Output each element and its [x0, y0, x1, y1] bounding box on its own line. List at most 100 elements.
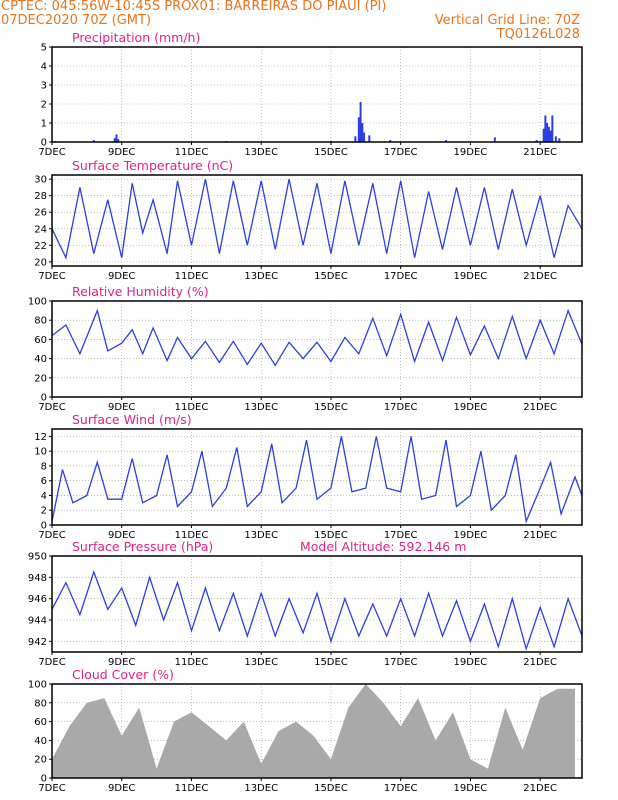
precip-bar [389, 140, 392, 142]
panel-frame [51, 174, 583, 267]
x-tick-label: 15DEC [314, 147, 348, 158]
x-tick-label: 21DEC [523, 657, 557, 668]
x-tick-label: 17DEC [384, 271, 418, 282]
y-tick-label: 2 [41, 100, 47, 111]
y-tick-label: 4 [41, 491, 47, 502]
y-tick-label: 10 [34, 447, 47, 458]
x-tick-label: 11DEC [175, 271, 209, 282]
series-line [51, 308, 583, 367]
panel-5: 942 944 946 948 950 7DEC 9DEC 11DEC 13DEC 15DEC 17… [28, 539, 583, 668]
y-tick-label: 950 [28, 552, 47, 563]
precip-bar [554, 136, 557, 142]
panel-title: Surface Pressure (hPa) [72, 539, 213, 554]
x-tick-label: 11DEC [175, 783, 209, 794]
y-tick-label: 5 [41, 43, 47, 54]
y-tick-label: 60 [34, 335, 47, 346]
panel-1: 0 1 2 3 4 5 7DEC 9DEC 11DEC 13DEC 15DEC 17DEC 19DEC 2… [38, 30, 583, 158]
x-tick-label: 17DEC [384, 147, 418, 158]
precip-bar [368, 135, 371, 142]
header-line1: CPTEC: 045:56W-10:45S PROX01: BARREIRAS … [1, 0, 387, 14]
y-tick-label: 20 [34, 257, 47, 268]
precip-bar [361, 123, 364, 142]
y-tick-label: 8 [41, 461, 47, 472]
panel-frame [51, 555, 583, 653]
precip-bar [354, 136, 357, 142]
x-tick-label: 19DEC [454, 657, 488, 668]
x-tick-label: 9DEC [108, 271, 135, 282]
x-tick-label: 21DEC [523, 402, 557, 413]
y-tick-label: 24 [34, 224, 47, 235]
panel-frame [51, 46, 583, 143]
y-tick-label: 944 [28, 616, 47, 627]
y-tick-label: 20 [34, 755, 47, 766]
x-tick-label: 13DEC [244, 402, 278, 413]
x-tick-label: 15DEC [314, 783, 348, 794]
y-tick-label: 2 [41, 506, 47, 517]
precip-bar [558, 138, 561, 142]
x-tick-label: 15DEC [314, 530, 348, 541]
y-tick-label: 20 [34, 373, 47, 384]
panel-3: 0 20 40 60 80 100 7DEC 9DEC 11DEC 13DEC 15DEC 17DEC… [28, 284, 583, 413]
y-tick-label: 0 [41, 138, 47, 149]
x-tick-label: 13DEC [244, 271, 278, 282]
panel-title: Cloud Cover (%) [72, 667, 174, 682]
precip-bar [445, 140, 448, 142]
series-line [51, 178, 583, 260]
precip-bar [535, 140, 538, 142]
series-line [51, 570, 583, 652]
x-tick-label: 11DEC [175, 402, 209, 413]
header-grid-line: Vertical Grid Line: 70Z [434, 13, 580, 28]
x-tick-label: 7DEC [38, 271, 65, 282]
precip-bar [92, 140, 95, 142]
x-tick-label: 7DEC [38, 530, 65, 541]
x-tick-label: 13DEC [244, 657, 278, 668]
x-tick-label: 19DEC [454, 783, 488, 794]
x-tick-label: 19DEC [454, 530, 488, 541]
y-tick-label: 946 [28, 594, 47, 605]
y-tick-label: 60 [34, 717, 47, 728]
precip-bar [357, 117, 360, 142]
x-tick-label: 15DEC [314, 271, 348, 282]
y-tick-label: 0 [41, 393, 47, 404]
x-tick-label: 11DEC [175, 530, 209, 541]
precip-bar [117, 139, 120, 142]
precip-bar [551, 115, 554, 142]
y-tick-label: 1 [41, 119, 47, 130]
x-tick-label: 13DEC [244, 147, 278, 158]
panel-title: Surface Wind (m/s) [72, 412, 192, 427]
y-tick-label: 80 [34, 698, 47, 709]
x-tick-label: 19DEC [454, 271, 488, 282]
x-tick-label: 17DEC [384, 530, 418, 541]
x-tick-label: 17DEC [384, 402, 418, 413]
panel-6: 0 20 40 60 80 100 7DEC 9DEC 11DEC 13DEC 15DEC 17DEC… [28, 667, 583, 794]
panel-frame [51, 428, 583, 526]
x-tick-label: 17DEC [384, 783, 418, 794]
series-line [51, 436, 583, 524]
x-tick-label: 21DEC [523, 147, 557, 158]
precip-bar [547, 126, 550, 142]
y-tick-label: 100 [28, 297, 47, 308]
y-tick-label: 12 [34, 432, 47, 443]
precip-bar [359, 102, 362, 142]
cloud-area [52, 684, 575, 778]
y-tick-label: 0 [41, 774, 47, 785]
precip-bar [544, 115, 547, 142]
y-tick-label: 6 [41, 476, 47, 487]
y-tick-label: 4 [41, 62, 47, 73]
y-tick-label: 40 [34, 736, 47, 747]
x-tick-label: 19DEC [454, 402, 488, 413]
x-tick-label: 7DEC [38, 147, 65, 158]
precip-bar [546, 123, 549, 142]
x-tick-label: 9DEC [108, 402, 135, 413]
panel-title: Relative Humidity (%) [72, 284, 209, 299]
precip-bar [113, 138, 116, 142]
panel-frame [51, 300, 583, 398]
x-tick-label: 15DEC [314, 657, 348, 668]
x-tick-label: 21DEC [523, 271, 557, 282]
y-tick-label: 28 [34, 191, 47, 202]
panel-frame [51, 683, 583, 779]
panel-annotation: Model Altitude: 592.146 m [300, 539, 466, 554]
panel-title: Surface Temperature (nC) [72, 158, 233, 173]
y-tick-label: 100 [28, 680, 47, 691]
x-tick-label: 19DEC [454, 147, 488, 158]
